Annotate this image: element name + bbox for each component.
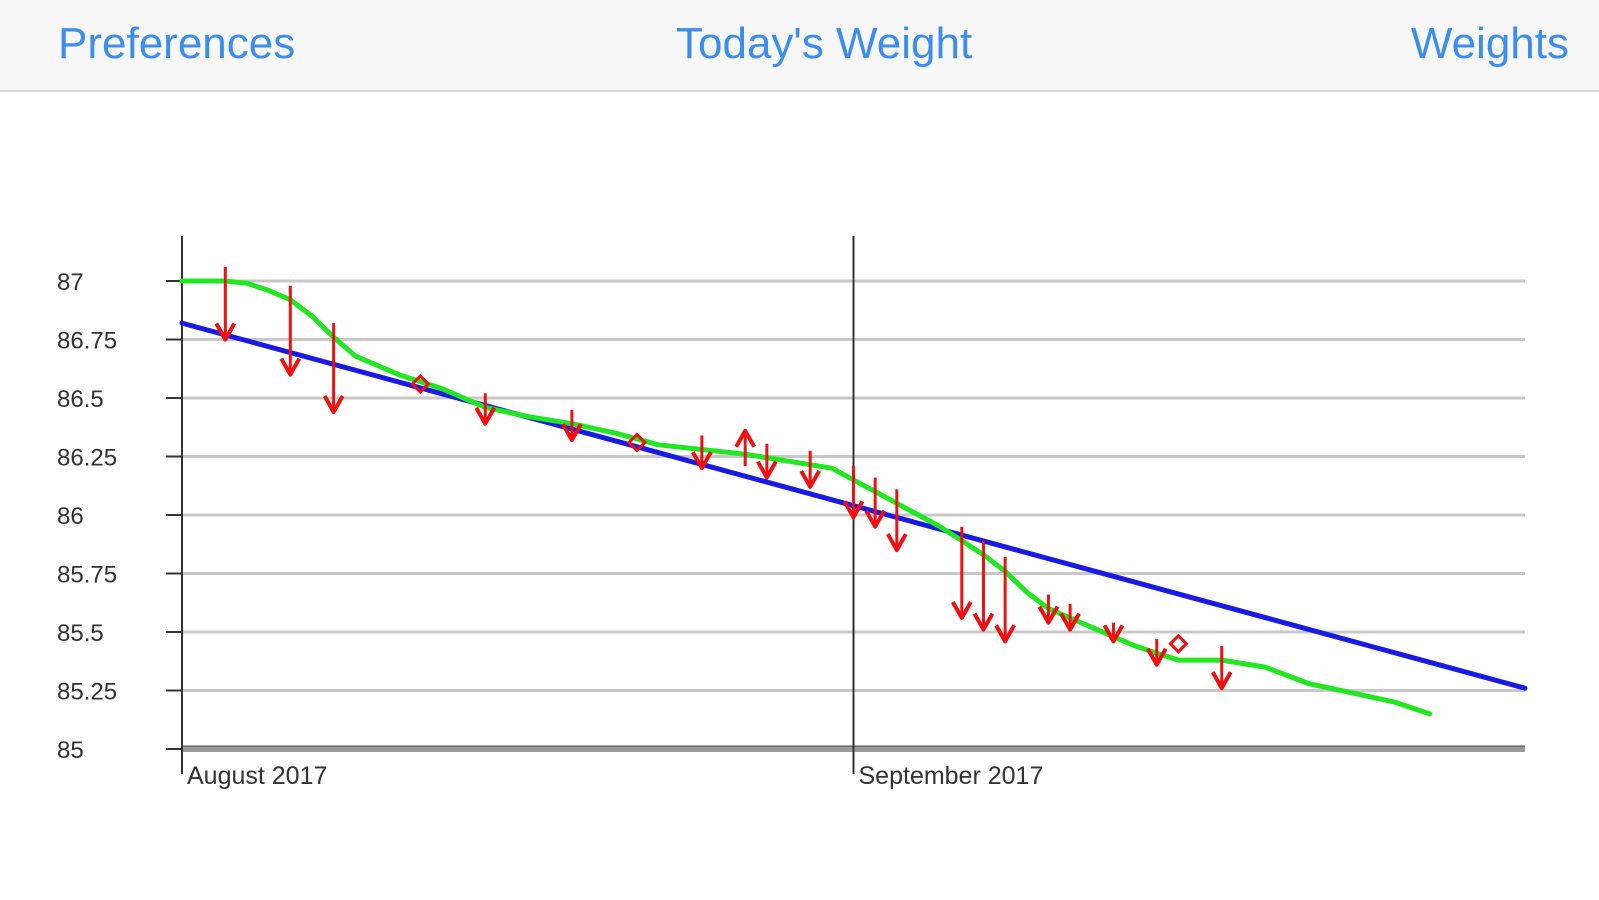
y-tick-label: 86.75	[57, 328, 117, 355]
arrow-down-head	[842, 500, 865, 520]
preferences-button[interactable]: Preferences	[58, 19, 296, 68]
arrow-down-head	[322, 395, 345, 415]
weighing-marker	[322, 323, 345, 415]
arrow-down-head	[864, 509, 886, 529]
diamond-marker	[626, 432, 648, 453]
weighing-marker	[864, 477, 886, 529]
arrow-down-head	[799, 469, 821, 489]
weighing-marker	[214, 267, 237, 342]
arrow-down-head	[1210, 671, 1233, 691]
arrow-down-head	[756, 460, 778, 480]
y-tick-label: 86.5	[57, 386, 104, 413]
weighing-marker	[951, 526, 973, 620]
weighing-marker	[410, 373, 431, 395]
arrow-down-head	[994, 624, 1016, 644]
weighing-marker	[626, 432, 648, 453]
arrow-down-head	[972, 612, 995, 632]
weighing-marker	[799, 450, 821, 489]
todays-weight-button[interactable]: Today's Weight	[676, 19, 973, 68]
weighing-marker	[886, 489, 908, 553]
x-month-label: September 2017	[859, 762, 1044, 790]
y-tick-label: 86.25	[57, 445, 117, 472]
y-tick-label: 86	[57, 503, 84, 530]
y-tick-label: 85	[57, 737, 84, 764]
arrow-down-head	[279, 357, 302, 377]
arrow-down-head	[561, 423, 583, 443]
weighing-marker	[1168, 633, 1189, 654]
weighing-marker	[734, 428, 756, 467]
weighing-marker	[1037, 594, 1060, 625]
diamond-marker	[1168, 633, 1189, 654]
weighing-marker	[691, 435, 713, 471]
arrow-down-head	[951, 600, 973, 620]
weighing-marker	[561, 409, 583, 443]
arrow-down-head	[214, 322, 237, 342]
arrow-down-head	[1059, 612, 1081, 632]
y-tick-label: 85.25	[57, 679, 117, 706]
y-tick-label: 85.5	[57, 620, 104, 647]
arrow-up-head	[734, 428, 756, 448]
weighing-marker	[756, 443, 778, 480]
arrow-down-head	[474, 406, 497, 426]
weighing-marker	[842, 465, 865, 520]
smoothed-weight-line	[179, 278, 1433, 717]
y-tick-label: 87	[57, 269, 84, 296]
arrow-down-head	[1037, 605, 1060, 625]
arrow-down-head	[886, 533, 908, 553]
weighing-marker	[1102, 622, 1125, 644]
weighing-marker	[972, 540, 995, 632]
weighing-marker	[1210, 646, 1233, 691]
diamond-marker	[410, 373, 431, 395]
arrow-down-head	[1102, 624, 1125, 644]
weighing-marker	[1146, 639, 1168, 667]
weighing-marker	[474, 393, 497, 426]
weighing-marker	[1059, 603, 1081, 632]
weight-chart: 87 86.75 86.5 86.25 86 85.75 85.5 85.25 85 August…	[57, 236, 1528, 790]
weights-button[interactable]: Weights	[1410, 19, 1569, 68]
y-tick-label: 85.75	[57, 562, 117, 589]
x-month-label: August 2017	[187, 762, 327, 790]
weighing-marker	[279, 285, 302, 377]
weighing-marker	[994, 557, 1016, 644]
navigation-bar: Preferences Today's Weight Weights	[0, 0, 1599, 92]
arrow-down-head	[691, 451, 713, 471]
arrow-down-head	[1146, 647, 1168, 667]
